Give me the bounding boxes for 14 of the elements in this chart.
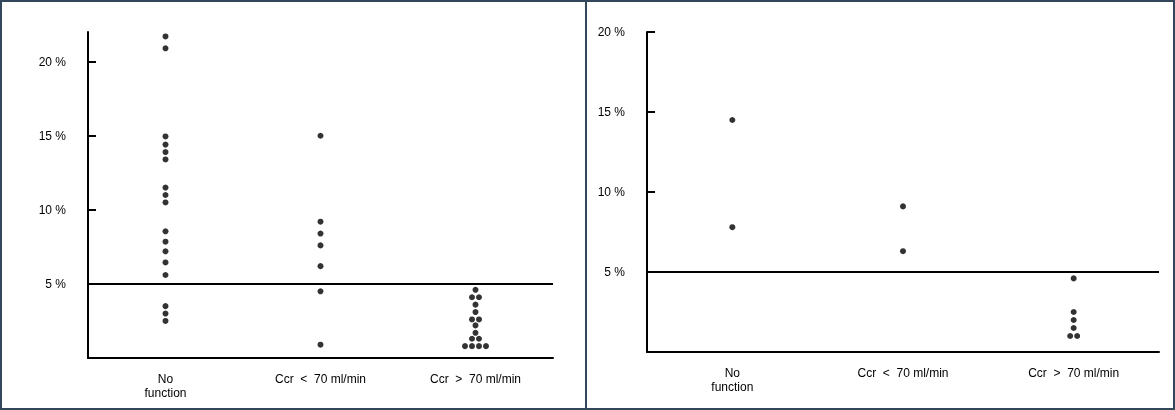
- y-tick-label: 20 %: [38, 54, 67, 69]
- x-tick-label: No function: [144, 372, 187, 400]
- x-tick-label: Ccr < 70 ml/min: [274, 372, 367, 386]
- y-tick-label: 15 %: [597, 105, 626, 119]
- y-tick-label: 10 %: [38, 202, 67, 217]
- y-tick-label: 15 %: [38, 128, 67, 143]
- x-tick-label: No function: [711, 366, 754, 394]
- x-tick-label: Ccr > 70 ml/min: [429, 372, 522, 386]
- x-tick-label: Ccr > 70 ml/min: [1028, 366, 1120, 380]
- y-tick-label: 10 %: [597, 185, 626, 199]
- y-tick-label: 20 %: [597, 25, 626, 39]
- y-tick-label: 5 %: [604, 265, 626, 279]
- y-tick-label: 5 %: [45, 276, 67, 291]
- x-tick-label: Ccr < 70 ml/min: [857, 366, 949, 380]
